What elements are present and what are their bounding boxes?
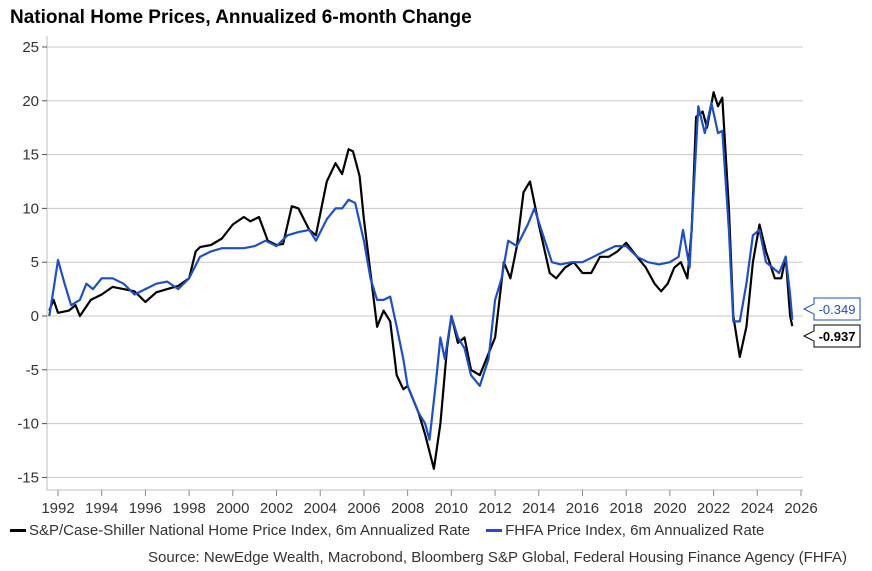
x-tick-label: 2022 bbox=[697, 500, 730, 517]
legend-swatch-fhfa bbox=[486, 529, 503, 532]
x-tick-label: 2016 bbox=[566, 500, 599, 517]
x-tick-label: 1998 bbox=[172, 500, 205, 517]
chart-title: National Home Prices, Annualized 6-month… bbox=[10, 7, 472, 28]
y-tick-label: 25 bbox=[22, 39, 39, 56]
y-tick-label: 20 bbox=[22, 93, 39, 110]
x-tick-label: 2002 bbox=[260, 500, 293, 517]
x-tick-label: 1996 bbox=[129, 500, 162, 517]
callout-value: -0.937 bbox=[819, 329, 856, 344]
gridlines bbox=[47, 46, 803, 478]
x-tick-label: 2008 bbox=[391, 500, 424, 517]
x-tick-label: 2004 bbox=[304, 500, 337, 517]
y-tick-label: 0 bbox=[31, 308, 39, 325]
callout-box bbox=[802, 324, 861, 348]
x-tick-label: 2024 bbox=[741, 500, 774, 517]
callout-value: -0.349 bbox=[819, 302, 856, 317]
value-callouts: -0.349 -0.937 bbox=[802, 297, 861, 348]
callout-box bbox=[802, 297, 861, 321]
x-tick-label: 2018 bbox=[609, 500, 642, 517]
x-tick-label: 2006 bbox=[347, 500, 380, 517]
y-tick-label: 15 bbox=[22, 147, 39, 164]
source-note: Source: NewEdge Wealth, Macrobond, Bloom… bbox=[148, 549, 847, 566]
legend: S&P/Case-Shiller National Home Price Ind… bbox=[10, 522, 780, 539]
x-tick-label: 1992 bbox=[41, 500, 74, 517]
x-axis-ticks: 1992 1994 1996 1998 2000 2002 2004 2006 2008 2010… bbox=[41, 490, 818, 517]
y-tick-label: -15 bbox=[17, 469, 39, 486]
callout-case-shiller: -0.937 bbox=[802, 324, 861, 348]
legend-swatch-case-shiller bbox=[10, 529, 26, 532]
series-lines bbox=[48, 91, 794, 470]
y-tick-label: 5 bbox=[31, 254, 39, 271]
x-tick-label: 2000 bbox=[216, 500, 249, 517]
callout-fhfa: -0.349 bbox=[802, 297, 861, 321]
y-tick-label: -10 bbox=[17, 416, 39, 433]
legend-item-fhfa[interactable]: FHFA Price Index, 6m Annualized Rate bbox=[486, 522, 764, 539]
x-tick-label: 2012 bbox=[478, 500, 511, 517]
x-tick-label: 2010 bbox=[435, 500, 468, 517]
y-axis-ticks: 25 20 15 10 5 0 -5 -10 -15 bbox=[17, 39, 47, 486]
y-tick-label: -5 bbox=[26, 362, 39, 379]
axes bbox=[46, 36, 803, 491]
x-tick-label: 2014 bbox=[522, 500, 555, 517]
y-tick-label: 10 bbox=[22, 200, 39, 217]
legend-label-case-shiller: S&P/Case-Shiller National Home Price Ind… bbox=[29, 522, 471, 539]
series-line-case-shiller bbox=[48, 91, 794, 470]
series-line-fhfa bbox=[48, 101, 794, 441]
legend-label-fhfa: FHFA Price Index, 6m Annualized Rate bbox=[505, 522, 765, 539]
x-tick-label: 2020 bbox=[653, 500, 686, 517]
x-tick-label: 1994 bbox=[85, 500, 118, 517]
x-tick-label: 2026 bbox=[784, 500, 817, 517]
legend-item-case-shiller[interactable]: S&P/Case-Shiller National Home Price Ind… bbox=[10, 522, 470, 539]
